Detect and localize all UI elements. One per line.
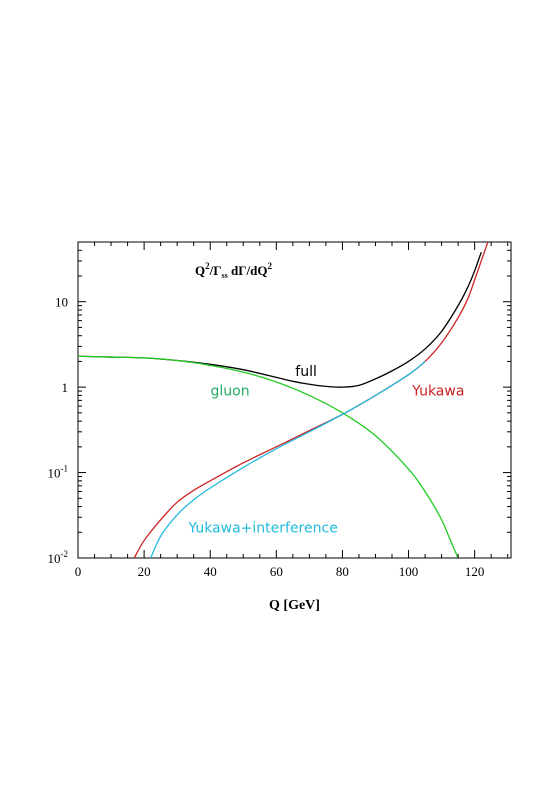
curve-label-0: full xyxy=(295,364,317,380)
series-line-0 xyxy=(78,251,482,388)
curve-label-2: Yukawa xyxy=(411,383,464,399)
x-tick-label: 80 xyxy=(336,564,349,579)
tick-labels: 0 20 40 60 80 100 120 10 1 10-1 10-2 xyxy=(48,295,485,579)
x-tick-label: 120 xyxy=(465,564,485,579)
curve-label-3: Yukawa+interference xyxy=(187,520,337,536)
y-tick-label: 10-1 xyxy=(48,464,69,481)
y-tick-label: 10 xyxy=(55,295,68,310)
axes-frame xyxy=(77,241,512,559)
x-tick-label: 0 xyxy=(75,564,82,579)
x-tick-label: 100 xyxy=(399,564,419,579)
x-tick-label: 60 xyxy=(270,564,283,579)
x-tick-label: 20 xyxy=(138,564,151,579)
curve-labels: full gluon Yukawa Yukawa+interference xyxy=(187,364,464,536)
ticks xyxy=(77,241,511,559)
series-line-1 xyxy=(78,355,459,558)
curves xyxy=(78,242,489,558)
curve-label-1: gluon xyxy=(210,383,249,399)
series-line-2 xyxy=(133,242,489,558)
series-line-3 xyxy=(150,360,426,558)
y-tick-label: 10-2 xyxy=(48,549,69,566)
x-axis-label: Q [GeV] xyxy=(269,598,320,613)
x-tick-label: 40 xyxy=(204,564,217,579)
y-tick-label: 1 xyxy=(62,380,69,395)
chart-annotation: Q2/Γss dΓ/dQ2 xyxy=(195,261,272,280)
plot-frame xyxy=(77,241,512,559)
